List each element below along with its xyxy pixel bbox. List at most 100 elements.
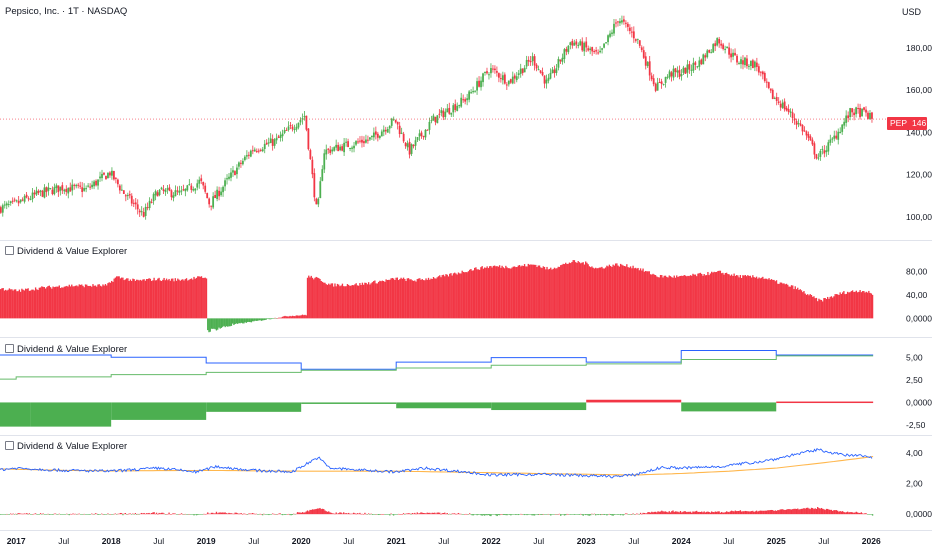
symbol-title[interactable]: Pepsico, Inc. · 1T · NASDAQ: [5, 6, 128, 17]
area-bar: [597, 268, 599, 319]
candle-body: [105, 175, 107, 180]
candle-body: [357, 141, 359, 143]
histogram-bar: [613, 514, 616, 515]
candle-body: [513, 75, 516, 79]
area-bar: [379, 280, 381, 319]
histogram-bar: [217, 513, 219, 515]
area-bar: [742, 275, 744, 319]
histogram-bar: [366, 514, 369, 515]
histogram-bar: [551, 514, 553, 515]
area-bar: [32, 289, 34, 319]
histogram-bar: [753, 511, 755, 515]
candle-body: [378, 135, 381, 138]
candle-body: [841, 124, 844, 132]
histogram-bar: [168, 512, 170, 515]
area-bar: [587, 264, 589, 319]
candle-body: [166, 188, 169, 190]
area-bar: [265, 318, 268, 320]
candle-body: [646, 62, 649, 67]
area-bar: [672, 277, 674, 319]
histogram-bar: [205, 513, 208, 515]
candle-body: [353, 145, 355, 149]
histogram-bar: [203, 513, 205, 515]
area-bar: [410, 279, 412, 319]
candle-body: [424, 129, 427, 138]
candle-body: [654, 83, 657, 91]
histogram-bar: [556, 514, 558, 515]
area-bar: [548, 268, 551, 319]
panel-2-title[interactable]: Dividend & Value Explorer: [5, 344, 127, 355]
histogram-bar: [108, 514, 110, 515]
histogram-bar: [66, 513, 68, 515]
area-bar: [868, 290, 870, 319]
panel-2-axis-tick: 0,0000: [906, 397, 932, 407]
area-bar: [382, 281, 385, 319]
histogram-bar: [512, 514, 515, 515]
area-bar: [135, 279, 138, 319]
area-bar: [396, 277, 399, 319]
time-axis-label: Jul: [343, 536, 354, 546]
candle-body: [569, 42, 572, 45]
area-bar: [729, 275, 732, 319]
panel-1-title[interactable]: Dividend & Value Explorer: [5, 246, 127, 257]
area-bar: [289, 315, 291, 319]
area-bar: [795, 289, 798, 319]
area-bar: [270, 318, 273, 320]
histogram-bar: [469, 513, 471, 515]
histogram-bar: [603, 514, 606, 516]
area-bar: [99, 285, 102, 319]
area-bar: [91, 286, 93, 319]
histogram-bar: [177, 514, 179, 515]
area-bar: [269, 318, 271, 320]
area-bar: [687, 275, 689, 319]
candle-body: [91, 184, 93, 188]
histogram-bar: [768, 510, 770, 515]
histogram-bar: [863, 513, 865, 515]
histogram-bar: [754, 511, 757, 515]
candle-body: [53, 187, 56, 195]
histogram-bar: [193, 514, 195, 516]
histogram-bar: [416, 512, 418, 515]
area-bar: [540, 267, 542, 319]
histogram-bar: [583, 514, 586, 515]
area-bar: [182, 279, 184, 319]
histogram-bar: [681, 512, 683, 515]
candle-body: [519, 68, 522, 74]
candle-body: [551, 69, 554, 74]
histogram-bar: [298, 512, 300, 515]
area-bar: [88, 285, 90, 319]
histogram-bar: [291, 514, 294, 515]
histogram-bar: [23, 513, 26, 515]
area-bar: [275, 318, 278, 319]
candle-body: [279, 134, 282, 138]
area-bar: [422, 280, 425, 319]
area-bar: [228, 318, 230, 327]
histogram-bar: [54, 513, 57, 515]
histogram-bar: [538, 514, 541, 515]
time-axis-label: Jul: [628, 536, 639, 546]
candle-body: [19, 199, 22, 203]
candle-body: [777, 101, 780, 103]
area-bar: [259, 318, 261, 321]
area-bar: [652, 273, 654, 319]
candle-body: [722, 44, 725, 50]
histogram-bar: [380, 513, 382, 515]
area-bar: [125, 278, 128, 319]
histogram-bar: [627, 514, 629, 515]
candle-body: [525, 60, 528, 67]
histogram-bar: [693, 511, 695, 515]
histogram-bar: [498, 514, 501, 516]
area-bar: [628, 267, 631, 319]
area-bar: [728, 274, 730, 319]
candle-body: [333, 147, 336, 151]
area-bar: [281, 316, 284, 319]
currency-label[interactable]: USD: [902, 7, 922, 17]
panel-3-title[interactable]: Dividend & Value Explorer: [5, 441, 127, 452]
candle-body: [549, 72, 552, 79]
area-bar: [542, 266, 544, 319]
area-bar: [4, 289, 7, 319]
area-bar: [556, 268, 558, 319]
histogram-bar: [98, 514, 100, 515]
histogram-bar: [518, 514, 521, 515]
